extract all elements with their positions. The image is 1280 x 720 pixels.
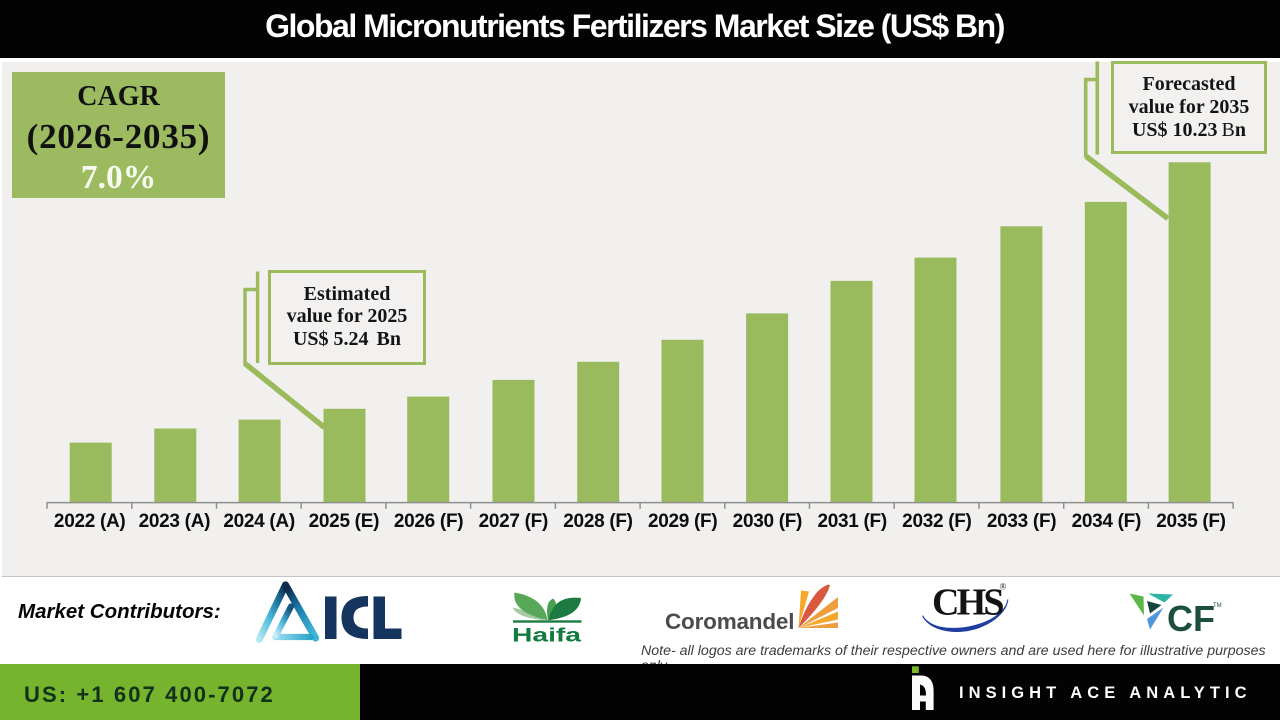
svg-text:Haifa: Haifa — [512, 626, 582, 647]
svg-text:TM: TM — [1213, 603, 1222, 609]
svg-text:®: ® — [1000, 582, 1007, 592]
svg-text:CHS: CHS — [932, 582, 1003, 624]
svg-text:CF: CF — [1167, 598, 1215, 637]
